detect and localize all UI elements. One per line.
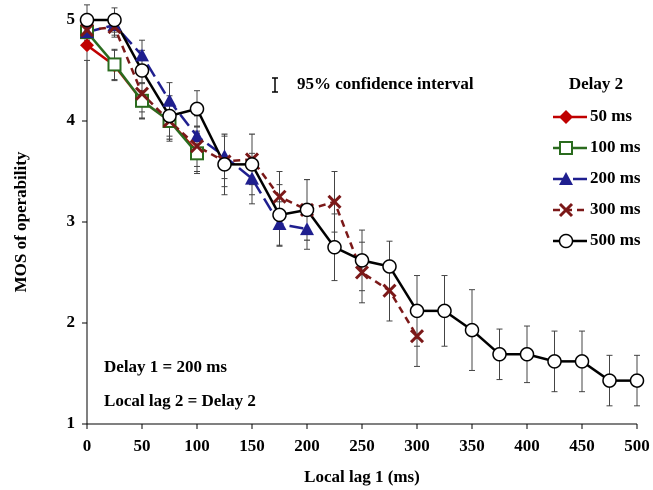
x-tick-label: 200 [294, 436, 320, 455]
marker [190, 129, 204, 143]
y-tick-label: 2 [67, 312, 76, 331]
y-tick-label: 4 [67, 110, 76, 129]
marker [602, 373, 617, 388]
x-tick-label: 0 [83, 436, 92, 455]
marker [79, 12, 95, 28]
x-tick-label: 450 [569, 436, 595, 455]
x-tick-label: 300 [404, 436, 430, 455]
y-axis-label: MOS of operability [11, 151, 30, 292]
marker [574, 354, 590, 369]
marker [272, 207, 287, 223]
marker [354, 253, 370, 268]
marker [629, 373, 645, 388]
marker [107, 57, 122, 72]
legend-label: 300 ms [590, 199, 641, 218]
marker [217, 157, 232, 172]
markers [79, 12, 645, 388]
y-tick-label: 1 [67, 413, 76, 432]
marker [272, 189, 287, 204]
legend-label: 200 ms [590, 168, 641, 187]
x-tick-label: 100 [184, 436, 210, 455]
marker [134, 86, 150, 101]
marker [245, 171, 259, 185]
marker [519, 347, 535, 362]
y-tick-label: 5 [67, 9, 76, 28]
marker [299, 202, 315, 218]
x-tick-label: 350 [459, 436, 485, 455]
marker [464, 322, 480, 338]
marker [189, 139, 205, 154]
marker [79, 23, 95, 38]
legend-marker [559, 141, 573, 155]
legend-marker [559, 172, 573, 185]
marker [107, 12, 122, 28]
y-tick-label: 3 [67, 211, 76, 230]
legend-label: 100 ms [590, 137, 641, 156]
marker [272, 217, 287, 231]
legend-label: 500 ms [590, 230, 641, 249]
marker [162, 108, 177, 124]
annotation: 95% confidence interval [297, 74, 474, 93]
x-tick-label: 50 [134, 436, 151, 455]
x-tick-label: 400 [514, 436, 540, 455]
marker [162, 93, 177, 107]
marker [189, 101, 205, 117]
marker [492, 347, 507, 362]
x-axis-label: Local lag 1 (ms) [304, 467, 420, 486]
marker [327, 240, 342, 255]
marker [437, 303, 452, 319]
marker [409, 303, 425, 319]
marker [134, 63, 150, 78]
annotation: Local lag 2 = Delay 2 [104, 391, 256, 410]
x-tick-label: 150 [239, 436, 265, 455]
marker [327, 194, 342, 209]
marker [382, 283, 397, 298]
ci-symbol [272, 77, 278, 93]
legend-title: Delay 2 [569, 74, 623, 93]
legend-marker [558, 233, 574, 249]
marker [80, 38, 94, 53]
marker [547, 354, 562, 369]
legend-label: 50 ms [590, 106, 632, 125]
marker [244, 157, 260, 172]
marker [300, 222, 314, 236]
marker [382, 259, 397, 274]
x-tick-label: 500 [624, 436, 650, 455]
error-bars [84, 4, 640, 407]
annotation: Delay 1 = 200 ms [104, 357, 227, 376]
legend-marker [558, 202, 574, 218]
legend-marker [559, 110, 573, 124]
marker [354, 265, 370, 280]
marker [135, 48, 149, 62]
marker [409, 329, 425, 344]
x-tick-label: 250 [349, 436, 375, 455]
